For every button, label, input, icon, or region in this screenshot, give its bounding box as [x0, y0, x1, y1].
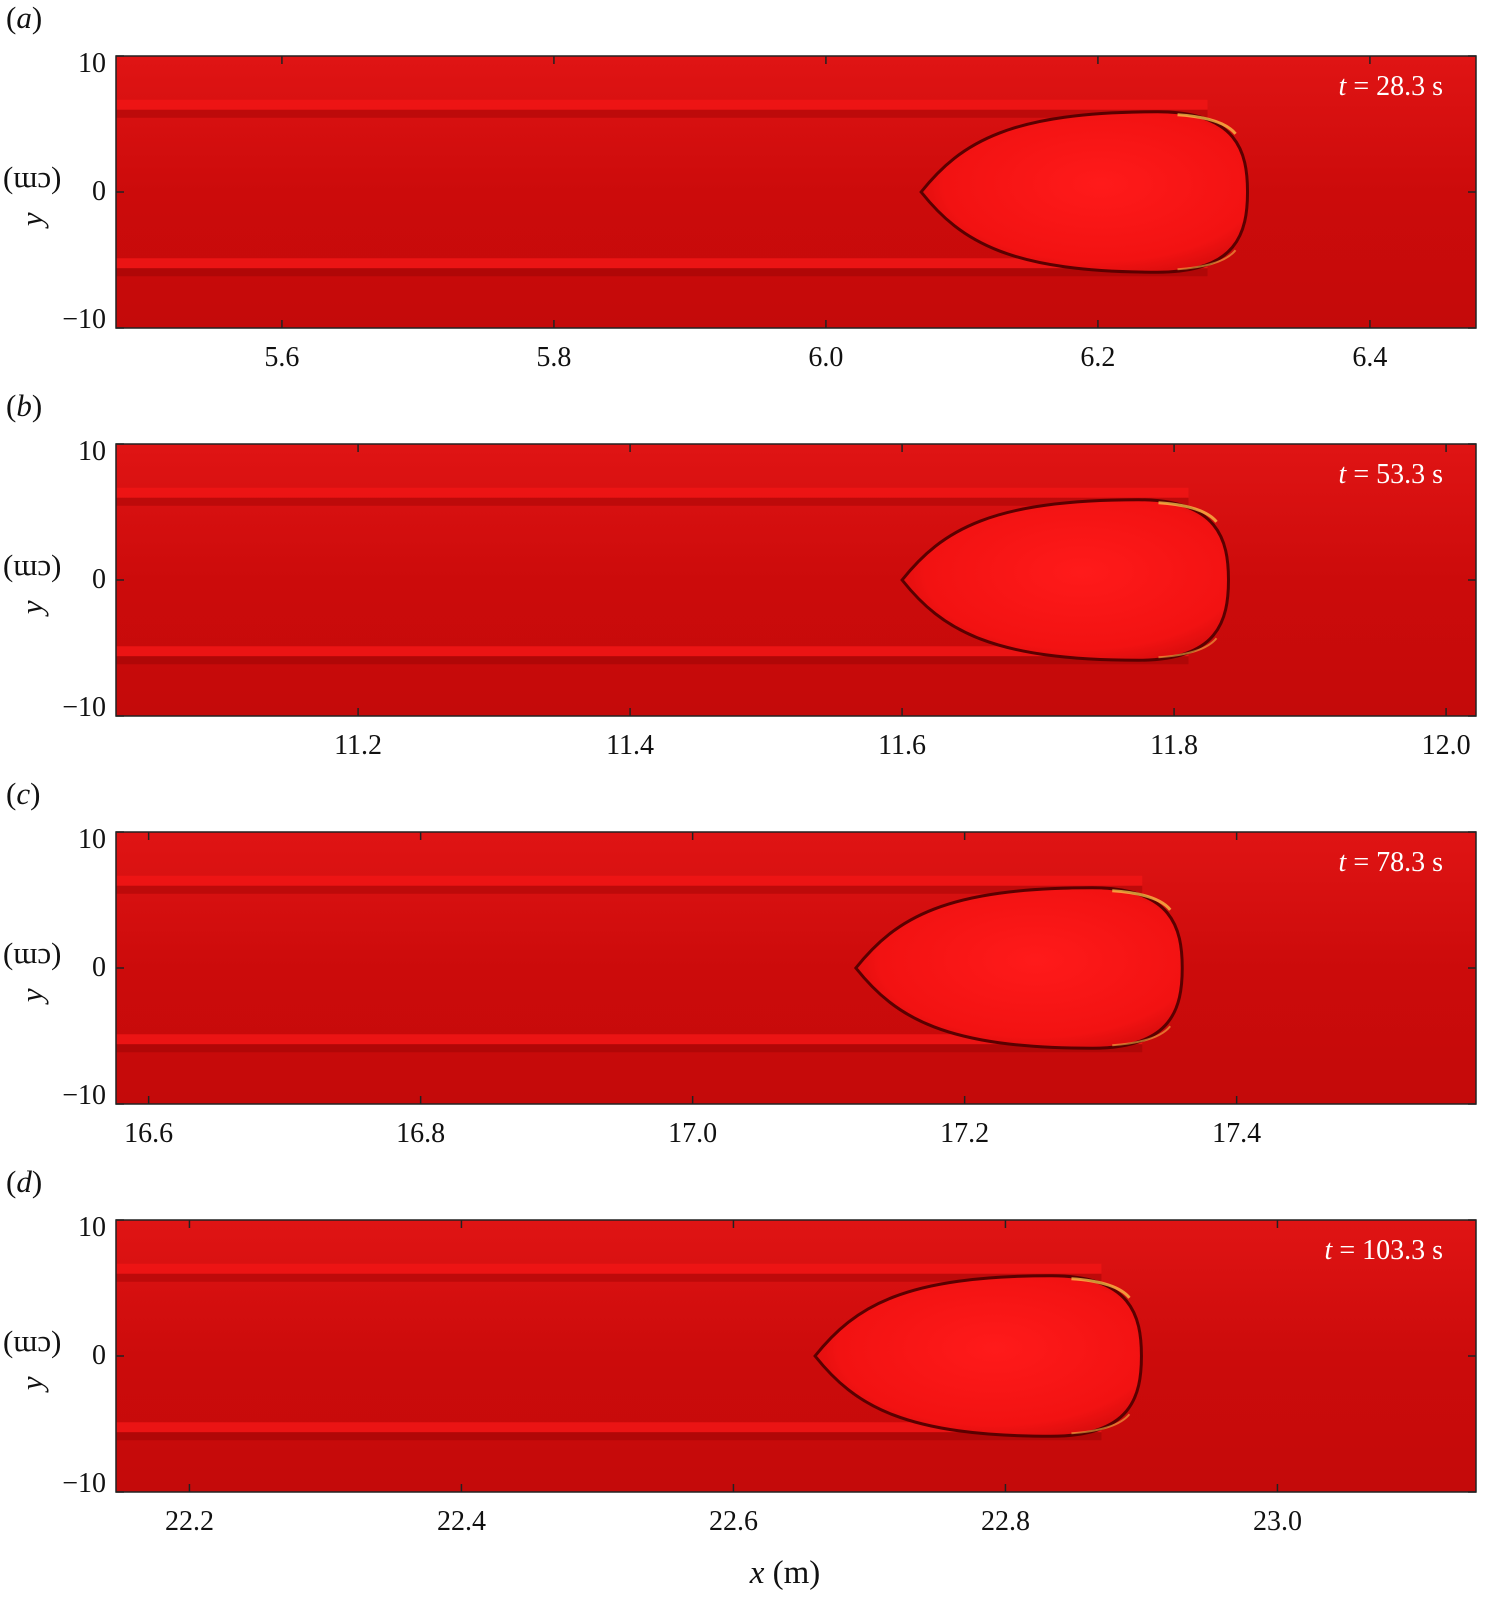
panel-a-label: (a): [6, 0, 43, 35]
panel-b-y-tick: 10: [78, 436, 106, 467]
panel-a-x-tick: 6.2: [1080, 342, 1116, 373]
wake-shadow-upper: [116, 109, 1208, 118]
panel-d-x-tick: 22.4: [436, 1506, 486, 1537]
wake-band-lower: [116, 258, 1208, 269]
bubble: [900, 498, 1230, 662]
panel-d-x-tick: 22.8: [980, 1506, 1030, 1537]
bubble-highlight-upper: [1158, 501, 1218, 523]
panel-a-y-axis-label: y (cm): [2, 166, 62, 227]
wake-band-upper: [116, 487, 1189, 498]
flow-field: [116, 56, 1476, 328]
wake-shadow-lower: [116, 656, 1189, 665]
panel-b-x-tick: 11.4: [606, 730, 655, 761]
bubble-highlight-upper: [1071, 1277, 1131, 1299]
wake-shadow-lower: [116, 268, 1208, 277]
panel-d-y-tick: 10: [78, 1212, 106, 1243]
panel-c-x-tick: 16.8: [396, 1118, 446, 1149]
panel-b-field: [115, 443, 1477, 717]
wake-shadow-lower: [116, 1044, 1143, 1053]
flow-field: [116, 1220, 1476, 1492]
wake-shadow-upper: [116, 1273, 1102, 1282]
panel-c-y-tick: 0: [92, 952, 106, 983]
panel-c-label: (c): [6, 776, 41, 811]
panel-d: (d) y (cm) 10 0 −10 t = 103.3 s 22.2 22.…: [0, 1164, 1495, 1544]
panel-d-x-tick: 22.2: [164, 1506, 214, 1537]
wake-band-lower: [116, 1034, 1143, 1045]
wake-shadow-upper: [116, 497, 1189, 506]
bubble-highlight-lower: [1177, 249, 1237, 271]
panel-a-x-tick: 5.8: [536, 342, 572, 373]
panel-b-y-tick: −10: [62, 692, 106, 723]
panel-b-y-axis-label: y (cm): [2, 554, 62, 615]
panel-c-x-tick: 16.6: [124, 1118, 174, 1149]
bubble: [813, 1274, 1143, 1438]
panel-a-x-tick: 6.4: [1352, 342, 1388, 373]
wake-band-upper: [116, 875, 1143, 886]
panel-a-x-tick: 5.6: [264, 342, 300, 373]
wake-band-lower: [116, 646, 1189, 657]
panel-a-x-tick: 6.0: [808, 342, 844, 373]
panel-c-x-tick: 17.2: [940, 1118, 990, 1149]
bubble: [919, 110, 1250, 274]
panel-c-y-tick: 10: [78, 824, 106, 855]
bubble-highlight-lower: [1158, 637, 1218, 659]
panel-b-x-tick: 11.8: [1150, 730, 1199, 761]
panel-a: (a) y (cm) 10 0 −10 t = 28.3 s 5.6 5.8 6…: [0, 0, 1495, 380]
bubble-highlight-lower: [1071, 1413, 1131, 1435]
panel-d-time-label: t = 103.3 s: [1324, 1235, 1443, 1266]
panel-d-y-tick: 0: [92, 1340, 106, 1371]
panel-a-y-tick: −10: [62, 304, 106, 335]
panel-c: (c) y (cm) 10 0 −10 t = 78.3 s 16.6 16.8…: [0, 776, 1495, 1156]
panel-c-y-tick: −10: [62, 1080, 106, 1111]
wake-band-upper: [116, 99, 1208, 110]
bubble-highlight-upper: [1177, 113, 1237, 135]
panel-d-y-tick: −10: [62, 1468, 106, 1499]
panel-b-label: (b): [6, 388, 43, 423]
wake-shadow-upper: [116, 885, 1143, 894]
panel-c-x-tick: 17.0: [668, 1118, 718, 1149]
flow-field: [116, 444, 1476, 716]
bubble-highlight-upper: [1112, 889, 1172, 911]
panel-b-x-tick: 11.2: [334, 730, 383, 761]
wake-band-upper: [116, 1263, 1102, 1274]
panel-b: (b) y (cm) 10 0 −10 t = 53.3 s 11.2 11.4…: [0, 388, 1495, 768]
wake-band-lower: [116, 1422, 1102, 1433]
x-axis-label: x (m): [749, 1555, 821, 1591]
panel-d-label: (d): [6, 1164, 43, 1199]
panel-c-field: [115, 831, 1477, 1105]
panel-d-field: [115, 1219, 1477, 1493]
panel-c-time-label: t = 78.3 s: [1338, 847, 1443, 878]
panel-a-field: [115, 55, 1477, 329]
panel-d-x-tick: 22.6: [708, 1506, 758, 1537]
panel-b-x-tick: 11.6: [878, 730, 927, 761]
bubble-highlight-lower: [1112, 1025, 1172, 1047]
bubble: [853, 886, 1184, 1050]
panel-c-y-axis-label: y (cm): [2, 942, 62, 1003]
panel-b-x-tick: 12.0: [1421, 730, 1471, 761]
panel-a-time-label: t = 28.3 s: [1338, 71, 1443, 102]
panel-d-x-tick: 23.0: [1252, 1506, 1302, 1537]
flow-field: [116, 832, 1476, 1104]
panel-b-time-label: t = 53.3 s: [1338, 459, 1443, 490]
panel-a-y-tick: 0: [92, 176, 106, 207]
panel-d-y-axis-label: y (cm): [2, 1330, 62, 1391]
wake-shadow-lower: [116, 1432, 1102, 1441]
panel-b-y-tick: 0: [92, 564, 106, 595]
panel-a-y-tick: 10: [78, 48, 106, 79]
panel-c-x-tick: 17.4: [1212, 1118, 1262, 1149]
